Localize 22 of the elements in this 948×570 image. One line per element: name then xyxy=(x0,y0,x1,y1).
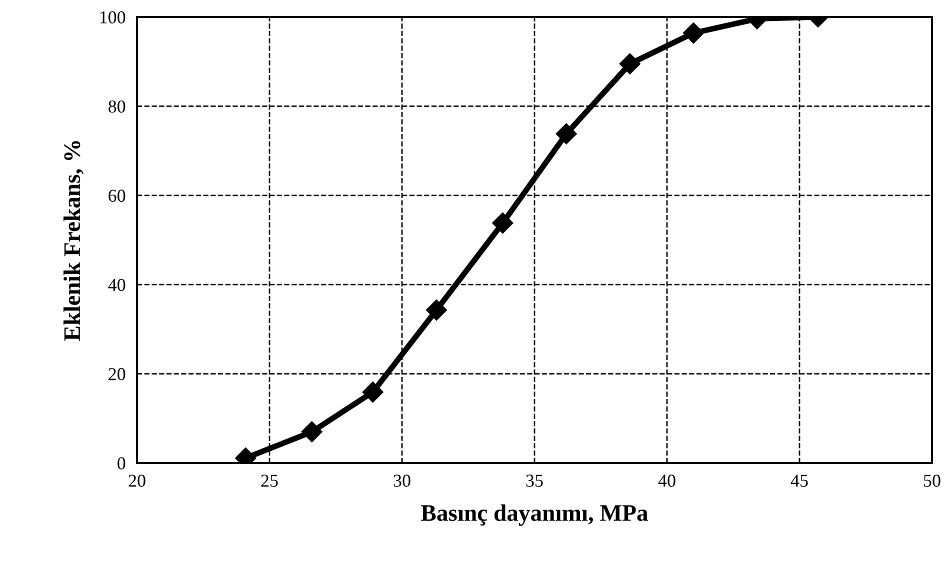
point xyxy=(619,53,640,74)
x-axis-title: Basınç dayanımı, MPa xyxy=(421,504,648,526)
point xyxy=(682,22,704,44)
x-tick-label: 35 xyxy=(526,474,543,487)
point xyxy=(301,421,322,442)
y-tick-label: 0 xyxy=(118,457,126,470)
y-tick-label: 60 xyxy=(108,190,126,202)
point xyxy=(426,300,447,321)
point xyxy=(362,382,384,403)
x-tick-label: 25 xyxy=(261,474,278,487)
y-tick-label: 20 xyxy=(108,368,126,380)
y-tick-label: 80 xyxy=(108,100,126,113)
y-axis-title: Eklenik Frekans, % xyxy=(64,141,84,341)
point xyxy=(556,123,577,144)
y-tick-label: 40 xyxy=(108,278,126,292)
x-tick-label: 20 xyxy=(128,474,146,487)
y-tick-label: 100 xyxy=(100,11,126,24)
x-tick-label: 40 xyxy=(658,474,676,487)
point xyxy=(492,212,514,234)
x-tick-label: 45 xyxy=(790,474,808,487)
x-tick-label: 30 xyxy=(394,474,410,487)
x-tick-label: 50 xyxy=(924,474,940,487)
